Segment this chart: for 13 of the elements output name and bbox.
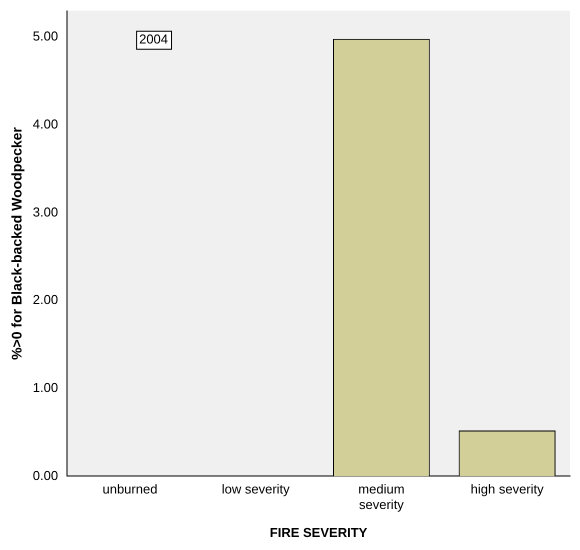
- x-tick-label: high severity: [470, 482, 544, 497]
- y-axis-title: %>0 for Black-backed Woodpecker: [8, 126, 24, 360]
- x-axis-title: FIRE SEVERITY: [270, 524, 368, 540]
- x-tick-label: unburned: [102, 482, 158, 497]
- x-tick-label: low severity: [222, 482, 290, 497]
- y-tick-label: 0.00: [32, 468, 58, 483]
- y-tick-label: 3.00: [32, 204, 58, 220]
- x-tick-label: medium severity: [358, 482, 405, 512]
- y-tick-label: 4.00: [32, 116, 58, 132]
- y-tick-label: 5.00: [32, 28, 58, 44]
- annotation: 2004: [139, 31, 168, 46]
- y-tick-label: 2.00: [32, 292, 58, 308]
- y-tick-label: 1.00: [32, 380, 58, 395]
